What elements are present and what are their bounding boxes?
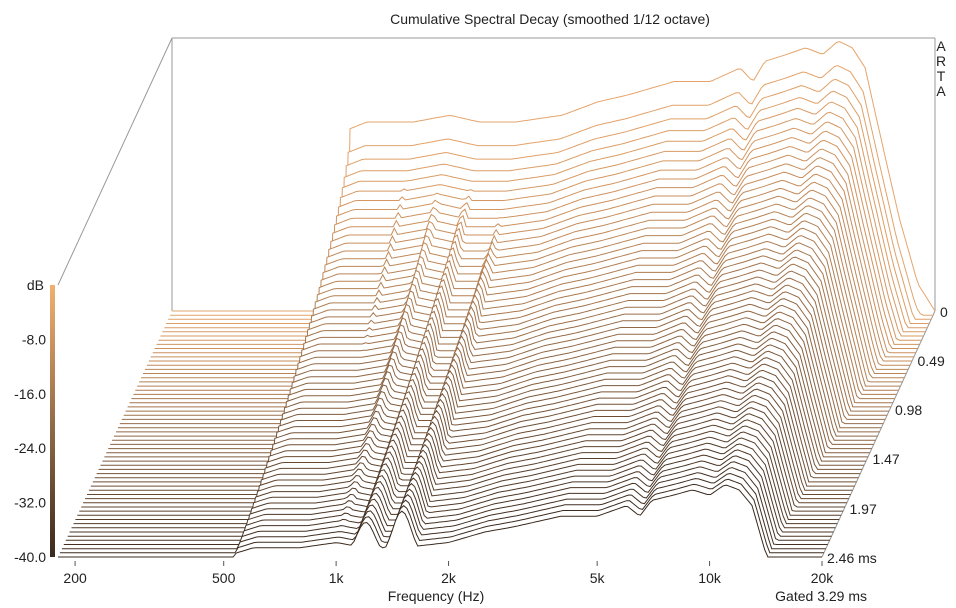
chart-title: Cumulative Spectral Decay (smoothed 1/12… bbox=[390, 11, 710, 27]
decay-slice bbox=[83, 407, 847, 504]
decay-slice bbox=[127, 256, 891, 408]
decay-slice bbox=[85, 401, 849, 500]
frame-left-edge bbox=[57, 37, 173, 286]
time-tick-label: 0.49 bbox=[917, 353, 944, 369]
decay-slice bbox=[144, 189, 909, 370]
z-tick-label: -24.0 bbox=[14, 440, 46, 456]
decay-slice bbox=[139, 212, 903, 383]
z-tick-label: -16.0 bbox=[14, 386, 46, 402]
time-axis-ticks: 0 0.49 0.98 1.47 1.97 2.46 ms bbox=[827, 304, 948, 566]
decay-slice bbox=[81, 413, 845, 508]
z-tick-label: -40.0 bbox=[14, 549, 46, 565]
decay-slice bbox=[98, 357, 863, 470]
decay-slice bbox=[172, 41, 936, 312]
decay-slice bbox=[123, 270, 888, 416]
time-tick-label: 1.47 bbox=[872, 451, 899, 467]
decay-slice bbox=[90, 382, 855, 487]
time-tick-label: 1.97 bbox=[850, 501, 877, 517]
decay-slice bbox=[112, 311, 876, 441]
arta-letter: R bbox=[936, 53, 946, 69]
decay-slice bbox=[164, 101, 928, 329]
decay-slice bbox=[141, 205, 905, 379]
decay-slice bbox=[119, 284, 884, 425]
z-axis-ticks: -8.0 -16.0 -24.0 -32.0 -40.0 bbox=[14, 331, 46, 565]
decay-slice bbox=[150, 165, 914, 358]
decay-slice bbox=[135, 227, 899, 391]
decay-slice bbox=[117, 291, 882, 429]
x-tick-label: 200 bbox=[63, 570, 87, 586]
decay-slice bbox=[104, 337, 868, 458]
decay-slice bbox=[75, 431, 840, 520]
decay-slice bbox=[129, 249, 893, 404]
x-tick-label: 10k bbox=[698, 570, 722, 586]
decay-slice bbox=[69, 449, 834, 533]
decay-slice bbox=[168, 78, 932, 320]
x-tick-label: 500 bbox=[212, 570, 236, 586]
decay-slice bbox=[152, 157, 916, 354]
decay-slice bbox=[87, 394, 851, 495]
decay-slice bbox=[108, 324, 872, 450]
x-tick-label: 5k bbox=[590, 570, 606, 586]
decay-slice bbox=[114, 304, 878, 437]
decay-slice bbox=[73, 437, 838, 525]
decay-slice bbox=[88, 388, 853, 491]
decay-slice bbox=[137, 220, 901, 387]
decay-slice bbox=[67, 455, 832, 537]
decay-slice bbox=[65, 461, 830, 541]
decay-slice bbox=[59, 478, 824, 554]
z-axis-label: dB bbox=[27, 277, 44, 293]
arta-letter: A bbox=[936, 38, 946, 54]
decay-slice bbox=[158, 130, 922, 341]
x-axis-ticks: 200 500 1k 2k 5k 10k 20k bbox=[63, 561, 834, 586]
gated-label: Gated 3.29 ms bbox=[775, 588, 867, 604]
arta-letter: A bbox=[936, 83, 946, 99]
time-tick-label: 0 bbox=[940, 304, 948, 320]
frame-right-edge bbox=[821, 310, 936, 558]
time-tick-label: 0.98 bbox=[895, 402, 922, 418]
decay-slice bbox=[125, 263, 889, 412]
decay-slice bbox=[92, 376, 857, 483]
decay-slice bbox=[77, 425, 842, 516]
decay-slice bbox=[162, 111, 926, 333]
decay-slice bbox=[160, 121, 924, 337]
decay-slice bbox=[146, 181, 911, 366]
decay-slice bbox=[102, 344, 867, 462]
decay-slice bbox=[166, 90, 930, 324]
decay-slice bbox=[154, 148, 918, 349]
axis-frame bbox=[57, 37, 936, 558]
decay-slice bbox=[116, 298, 880, 433]
arta-letter: T bbox=[937, 68, 946, 84]
decay-slice bbox=[58, 484, 822, 558]
x-tick-label: 20k bbox=[811, 570, 835, 586]
decay-slice bbox=[148, 173, 912, 362]
x-axis-label: Frequency (Hz) bbox=[388, 588, 484, 604]
x-tick-label: 1k bbox=[329, 570, 345, 586]
decay-slices bbox=[58, 41, 936, 558]
time-tick-label: 2.46 ms bbox=[827, 550, 877, 566]
z-tick-label: -8.0 bbox=[22, 331, 46, 347]
z-tick-label: -32.0 bbox=[14, 495, 46, 511]
decay-slice bbox=[94, 369, 859, 479]
decay-slice bbox=[71, 443, 836, 529]
decay-slice bbox=[110, 318, 874, 445]
x-tick-label: 2k bbox=[441, 570, 457, 586]
decay-slice bbox=[143, 197, 907, 374]
decay-slice bbox=[63, 467, 828, 545]
decay-slice bbox=[61, 472, 826, 550]
decay-slice bbox=[170, 65, 934, 316]
slice-mask bbox=[58, 485, 822, 557]
decay-slice bbox=[131, 242, 895, 400]
db-colorbar bbox=[50, 285, 55, 557]
decay-slice bbox=[133, 235, 897, 395]
decay-slice bbox=[106, 331, 870, 454]
decay-slice bbox=[156, 139, 920, 345]
decay-slice bbox=[96, 363, 861, 475]
decay-slice bbox=[100, 350, 865, 466]
decay-slice bbox=[121, 277, 886, 420]
decay-slice bbox=[79, 419, 844, 512]
